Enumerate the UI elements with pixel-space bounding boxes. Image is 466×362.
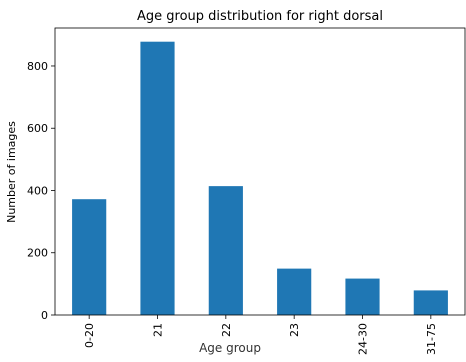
y-axis-label: Number of images [5,121,18,223]
x-ticks-group: 0-20 21 22 23 24-30 31-75 [83,315,438,355]
bar-24-30 [345,278,380,315]
x-tick-label: 22 [220,323,233,337]
bar-31-75 [413,290,448,315]
chart-title: Age group distribution for right dorsal [137,9,383,24]
x-tick-label: 31-75 [425,323,438,355]
plot-frame [54,27,466,316]
x-axis-label: Age group [199,341,261,355]
bar-21 [140,41,175,315]
bar-23 [277,268,312,315]
y-tick-label: 800 [27,60,48,73]
axes-box [54,27,466,316]
x-tick-label: 23 [288,323,301,337]
x-tick-label: 24-30 [357,323,370,355]
y-ticks-group: 0 200 400 600 800 [27,60,55,322]
y-tick-label: 600 [27,122,48,135]
bar-0-20 [72,199,107,315]
y-tick-label: 400 [27,184,48,197]
bar-22 [208,186,243,315]
y-tick-label: 0 [41,309,48,322]
y-tick-label: 200 [27,247,48,260]
x-tick-label: 21 [152,323,165,337]
bars-group [72,41,448,315]
x-tick-label: 0-20 [83,323,96,348]
